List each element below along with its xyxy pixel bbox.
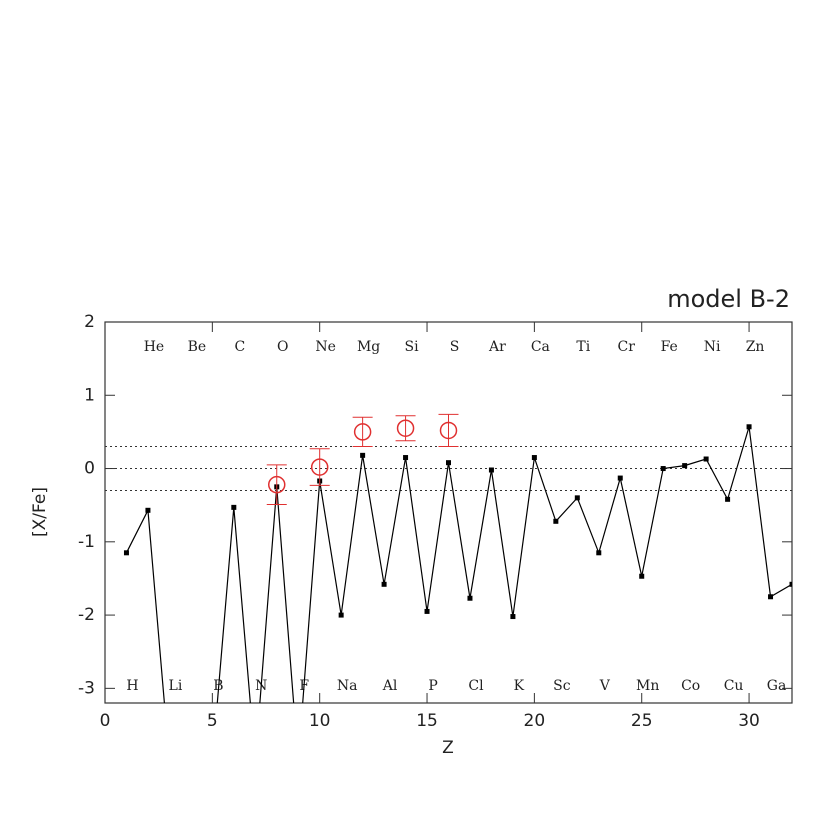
y-tick-label: -3: [78, 678, 95, 698]
model-point: [510, 614, 516, 620]
model-point: [639, 573, 645, 579]
x-tick-label: 25: [631, 711, 653, 731]
element-label: Fe: [661, 339, 678, 355]
y-tick-label: -2: [78, 605, 95, 625]
plot-area: [123, 413, 792, 764]
element-label: K: [514, 678, 525, 694]
model-point: [703, 456, 709, 462]
model-point: [231, 504, 237, 510]
model-point: [360, 452, 366, 458]
y-tick-label: 2: [84, 312, 95, 332]
element-label: H: [126, 678, 138, 694]
model-point: [617, 475, 623, 481]
element-label: Li: [169, 678, 183, 694]
observed-point: [439, 421, 458, 440]
model-point: [253, 759, 258, 764]
element-label: Cl: [468, 678, 484, 694]
observed-point: [353, 423, 372, 441]
element-label: Be: [188, 339, 207, 355]
x-tick-label: 30: [738, 711, 760, 731]
model-point: [553, 518, 559, 524]
model-point: [424, 608, 430, 614]
model-line: [125, 426, 792, 703]
x-tick-label: 0: [100, 711, 111, 731]
model-point: [768, 594, 774, 600]
element-label: Mn: [636, 678, 659, 694]
x-axis-label: Z: [442, 738, 454, 758]
element-label: Mg: [357, 339, 380, 355]
model-point: [682, 463, 688, 469]
element-label: Ti: [576, 339, 590, 355]
x-tick-label: 15: [416, 711, 438, 731]
plot-frame: [104, 321, 793, 704]
x-tick-label: 20: [524, 711, 546, 731]
y-axis-label: [X/Fe]: [30, 487, 50, 537]
model-point: [531, 455, 537, 461]
model-point: [746, 424, 752, 430]
element-label: Cu: [724, 678, 744, 694]
observed-point: [268, 475, 286, 494]
model-point: [660, 466, 666, 472]
x-tick-label: 5: [207, 711, 218, 731]
element-label: O: [277, 339, 288, 355]
model-point: [145, 507, 151, 513]
element-label: Zn: [746, 339, 765, 355]
model-point: [167, 759, 172, 764]
chart-title: model B-2: [667, 285, 790, 313]
element-label: Cr: [618, 339, 636, 355]
element-label: Ca: [531, 339, 550, 355]
model-point: [403, 455, 409, 461]
element-label: S: [450, 339, 460, 355]
element-label: C: [234, 339, 245, 355]
element-label: Al: [382, 678, 398, 694]
model-point: [596, 550, 602, 556]
model-point: [574, 495, 580, 501]
model-point: [338, 612, 344, 618]
x-tick-label: 10: [309, 711, 331, 731]
y-tick-label: 1: [84, 385, 95, 405]
element-label: Ar: [488, 339, 506, 355]
observed-point: [396, 419, 415, 437]
y-tick-label: -1: [78, 532, 95, 552]
y-tick-label: 0: [84, 459, 95, 479]
element-label: He: [144, 339, 165, 355]
model-point: [210, 759, 215, 764]
element-label: Co: [681, 678, 700, 694]
model-point: [446, 460, 451, 466]
model-point: [381, 581, 387, 587]
element-label: Ga: [767, 678, 787, 694]
element-label: V: [599, 678, 611, 694]
element-label: Ni: [704, 339, 721, 355]
observed-point: [310, 458, 329, 476]
model-point: [467, 595, 473, 601]
model-point: [123, 550, 129, 556]
element-label: Sc: [553, 678, 571, 694]
model-point: [188, 759, 193, 764]
element-label: P: [428, 678, 437, 694]
model-point: [488, 467, 494, 473]
model-point: [789, 581, 792, 587]
element-label: Si: [405, 339, 420, 355]
element-label: Ne: [315, 339, 336, 355]
element-label: Na: [337, 678, 358, 694]
model-point: [296, 759, 301, 764]
model-point: [725, 496, 731, 502]
